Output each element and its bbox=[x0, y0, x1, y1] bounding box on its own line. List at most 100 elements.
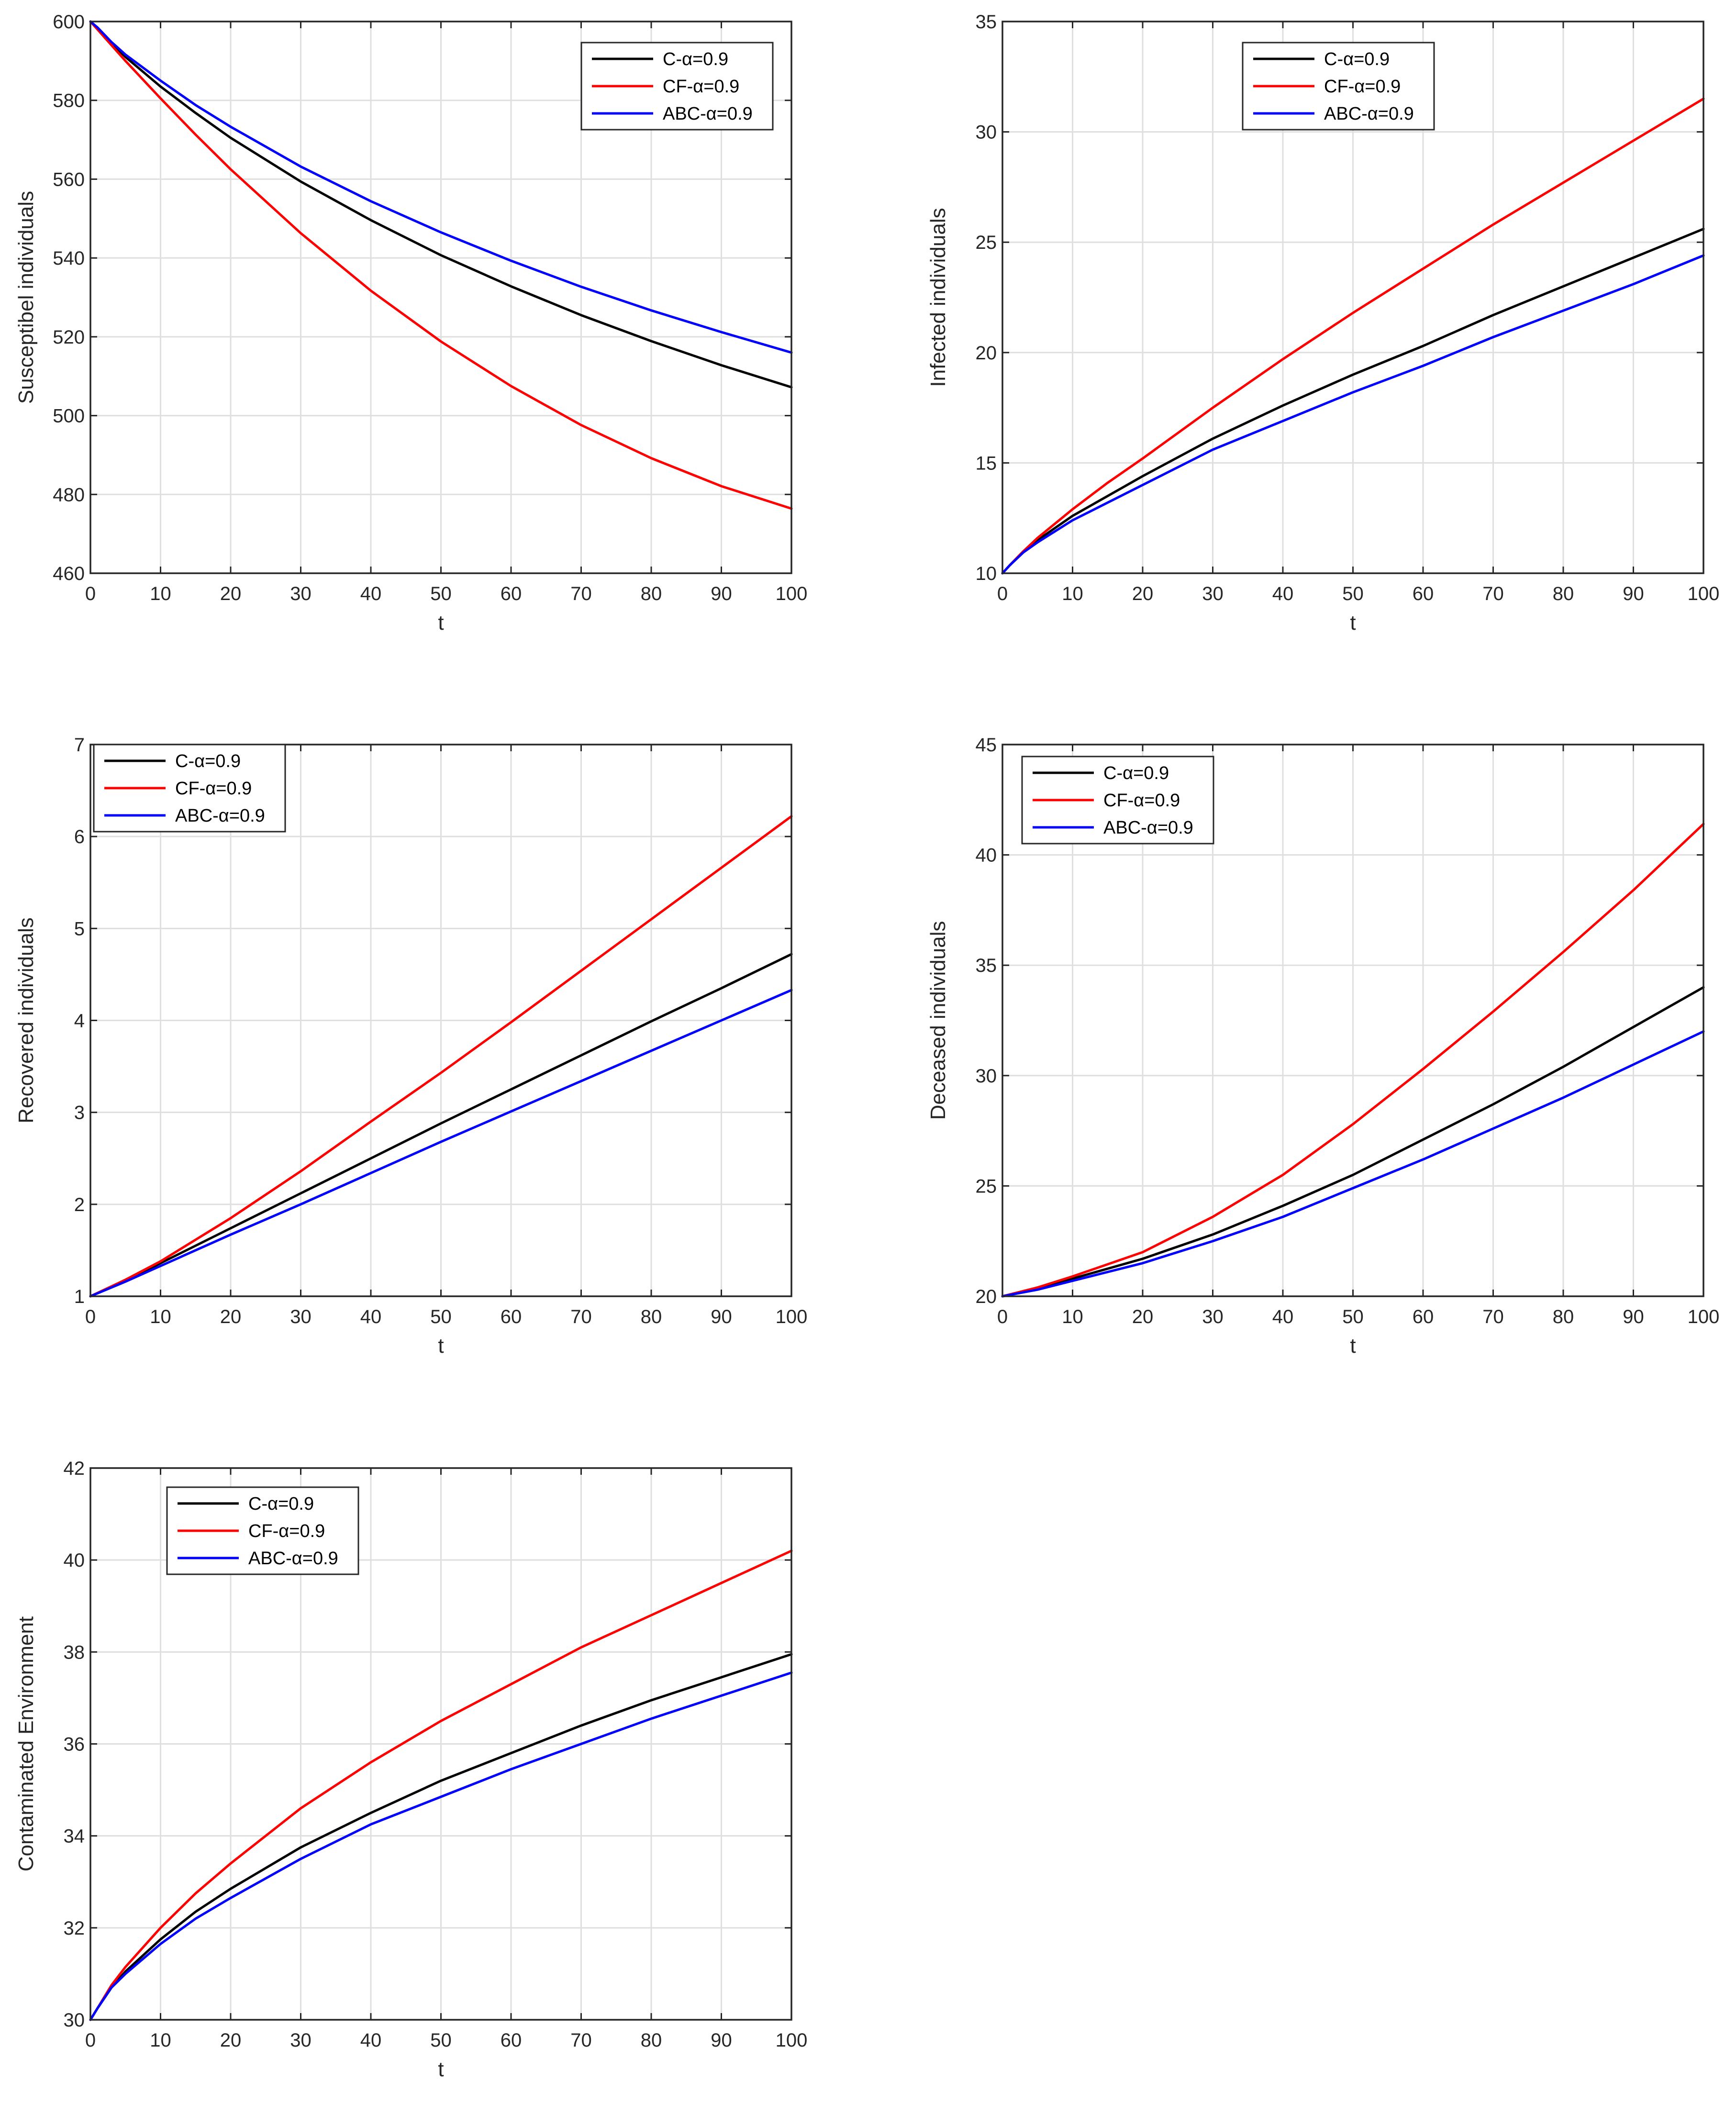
x-tick-label: 70 bbox=[1482, 1306, 1504, 1327]
y-axis-label: Contaminated Environment bbox=[14, 1616, 38, 1871]
x-tick-label: 80 bbox=[1553, 583, 1574, 604]
y-tick-label: 10 bbox=[976, 563, 997, 584]
x-tick-label: 50 bbox=[1342, 1306, 1364, 1327]
legend-label-cf: CF-α=0.9 bbox=[663, 77, 739, 97]
x-tick-label: 50 bbox=[1342, 583, 1364, 604]
y-tick-label: 1 bbox=[74, 1286, 85, 1307]
series-line-cf bbox=[1001, 97, 1705, 575]
y-tick-label: 520 bbox=[53, 327, 85, 348]
chart-panel-3: 0 10 20 30 40 50 60 70 80 90 100 1 2 3 4 5 6 7 t Recovered … bbox=[14, 735, 807, 1358]
x-tick-label: 90 bbox=[1623, 1306, 1644, 1327]
series-line-c bbox=[89, 953, 793, 1298]
y-tick-label: 20 bbox=[976, 1286, 997, 1307]
x-tick-label: 40 bbox=[360, 1306, 382, 1327]
x-tick-label: 0 bbox=[85, 1306, 96, 1327]
x-tick-label: 90 bbox=[711, 2030, 732, 2051]
y-tick-label: 15 bbox=[976, 453, 997, 474]
x-tick-label: 30 bbox=[1202, 1306, 1224, 1327]
legend-box bbox=[93, 744, 286, 833]
x-tick-label: 10 bbox=[1062, 1306, 1083, 1327]
y-tick-label: 5 bbox=[74, 918, 85, 939]
legend-label-abc: ABC-α=0.9 bbox=[1324, 104, 1414, 124]
x-tick-label: 60 bbox=[501, 2030, 522, 2051]
y-tick-label: 42 bbox=[64, 1458, 85, 1479]
y-tick-label: 600 bbox=[53, 11, 85, 33]
y-tick-label: 38 bbox=[64, 1642, 85, 1663]
x-tick-label: 30 bbox=[290, 2030, 312, 2051]
y-tick-label: 45 bbox=[976, 735, 997, 756]
legend-label-c: C-α=0.9 bbox=[663, 49, 728, 69]
x-axis-label: t bbox=[1350, 611, 1356, 635]
x-tick-label: 70 bbox=[570, 2030, 592, 2051]
x-tick-label: 20 bbox=[1132, 1306, 1154, 1327]
x-tick-label: 60 bbox=[501, 583, 522, 604]
series-line-c bbox=[1001, 986, 1705, 1298]
x-tick-label: 10 bbox=[150, 583, 171, 604]
x-axis-label: t bbox=[438, 611, 444, 635]
x-tick-label: 100 bbox=[776, 2030, 808, 2051]
y-axis-label: Deceased individuals bbox=[926, 921, 950, 1120]
chart-panel-4: 0 10 20 30 40 50 60 70 80 90 100 20 25 30 35 40 45 t Decea… bbox=[926, 735, 1719, 1358]
x-tick-label: 70 bbox=[1482, 583, 1504, 604]
chart-panel-1: 0 10 20 30 40 50 60 70 80 90 100 460 480 500 520 540 560… bbox=[14, 11, 807, 635]
axes-box bbox=[89, 1467, 792, 2021]
y-tick-label: 35 bbox=[976, 11, 997, 33]
legend-label-c: C-α=0.9 bbox=[175, 751, 241, 771]
x-axis-label: t bbox=[1350, 1334, 1356, 1358]
y-tick-label: 560 bbox=[53, 169, 85, 190]
y-tick-label: 30 bbox=[976, 1066, 997, 1087]
y-tick-label: 25 bbox=[976, 232, 997, 253]
x-tick-label: 20 bbox=[220, 2030, 242, 2051]
x-tick-label: 90 bbox=[711, 1306, 732, 1327]
x-tick-label: 30 bbox=[290, 583, 312, 604]
x-tick-label: 100 bbox=[776, 583, 808, 604]
x-tick-label: 50 bbox=[430, 583, 452, 604]
y-tick-label: 500 bbox=[53, 406, 85, 427]
y-tick-label: 460 bbox=[53, 563, 85, 584]
series-line-abc bbox=[1001, 254, 1705, 575]
series-line-cf bbox=[89, 815, 793, 1298]
x-tick-label: 90 bbox=[711, 583, 732, 604]
chart-panel-2: 0 10 20 30 40 50 60 70 80 90 100101520253035tInfec… bbox=[926, 11, 1719, 635]
y-tick-label: 4 bbox=[74, 1011, 85, 1032]
x-tick-label: 80 bbox=[641, 2030, 662, 2051]
y-axis-label: Recovered individuals bbox=[14, 917, 38, 1123]
series-line-abc bbox=[89, 20, 793, 354]
legend-label-abc: ABC-α=0.9 bbox=[175, 806, 265, 826]
x-tick-label: 10 bbox=[150, 1306, 171, 1327]
x-tick-label: 80 bbox=[1553, 1306, 1574, 1327]
x-tick-label: 10 bbox=[150, 2030, 171, 2051]
x-axis-label: t bbox=[438, 1334, 444, 1358]
chart-panel-5: 0 10 20 30 40 50 60 70 80 90 100 30 32 34 36 38 40 42 t Con… bbox=[14, 1458, 807, 2081]
axes-box bbox=[89, 744, 792, 1297]
x-tick-label: 60 bbox=[501, 1306, 522, 1327]
x-tick-label: 50 bbox=[430, 1306, 452, 1327]
legend: C-α=0.9 CF-α=0.9 ABC-α=0.9 bbox=[93, 744, 286, 833]
legend-label-abc: ABC-α=0.9 bbox=[248, 1548, 338, 1569]
y-tick-label: 2 bbox=[74, 1194, 85, 1215]
y-tick-label: 580 bbox=[53, 90, 85, 111]
x-tick-label: 90 bbox=[1623, 583, 1644, 604]
axes-box bbox=[1002, 21, 1704, 574]
x-tick-label: 40 bbox=[360, 2030, 382, 2051]
y-tick-label: 36 bbox=[64, 1734, 85, 1755]
series-line-cf bbox=[89, 20, 793, 510]
x-tick-label: 100 bbox=[1688, 583, 1720, 604]
y-tick-label: 480 bbox=[53, 484, 85, 505]
x-tick-label: 100 bbox=[776, 1306, 808, 1327]
y-tick-label: 32 bbox=[64, 1918, 85, 1939]
y-axis-label: Susceptibel individuals bbox=[14, 191, 38, 404]
x-tick-label: 30 bbox=[290, 1306, 312, 1327]
x-axis-label: t bbox=[438, 2058, 444, 2081]
y-tick-label: 7 bbox=[74, 735, 85, 756]
x-tick-label: 30 bbox=[1202, 583, 1224, 604]
series-line-abc bbox=[89, 989, 793, 1298]
x-tick-label: 20 bbox=[1132, 583, 1154, 604]
legend: C-α=0.9 CF-α=0.9 ABC-α=0.9 bbox=[580, 42, 774, 131]
legend-label-cf: CF-α=0.9 bbox=[1324, 77, 1401, 97]
x-tick-label: 60 bbox=[1413, 1306, 1434, 1327]
series-line-abc bbox=[89, 1671, 793, 2021]
x-tick-label: 20 bbox=[220, 583, 242, 604]
legend: C-α=0.9 CF-α=0.9 ABC-α=0.9 bbox=[1021, 756, 1214, 845]
